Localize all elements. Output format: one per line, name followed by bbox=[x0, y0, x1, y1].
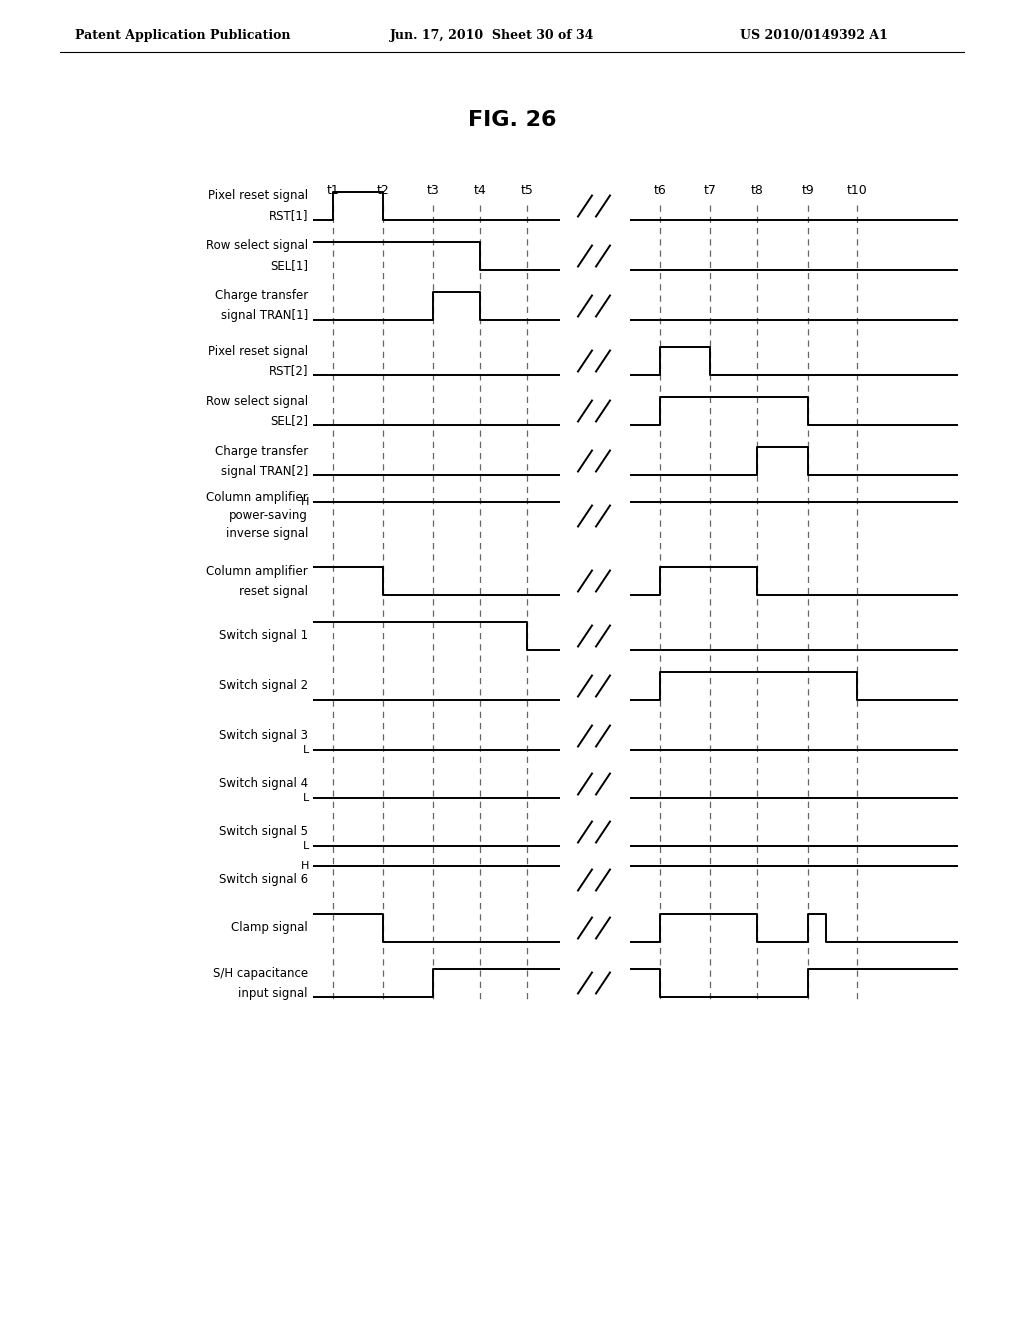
Text: signal TRAN[2]: signal TRAN[2] bbox=[221, 465, 308, 478]
Text: power-saving: power-saving bbox=[229, 510, 308, 523]
Text: Switch signal 4: Switch signal 4 bbox=[219, 777, 308, 791]
Text: t1: t1 bbox=[327, 183, 339, 197]
Text: RST[1]: RST[1] bbox=[268, 210, 308, 223]
Text: signal TRAN[1]: signal TRAN[1] bbox=[221, 309, 308, 322]
Text: L: L bbox=[303, 744, 309, 755]
Text: S/H capacitance: S/H capacitance bbox=[213, 966, 308, 979]
Text: L: L bbox=[303, 793, 309, 803]
Text: Row select signal: Row select signal bbox=[206, 239, 308, 252]
Text: Switch signal 5: Switch signal 5 bbox=[219, 825, 308, 838]
Text: H: H bbox=[301, 498, 309, 507]
Text: t5: t5 bbox=[520, 183, 534, 197]
Text: Pixel reset signal: Pixel reset signal bbox=[208, 190, 308, 202]
Text: H: H bbox=[301, 861, 309, 871]
Text: SEL[2]: SEL[2] bbox=[270, 414, 308, 428]
Text: L: L bbox=[303, 841, 309, 851]
Text: Patent Application Publication: Patent Application Publication bbox=[75, 29, 291, 41]
Text: reset signal: reset signal bbox=[239, 585, 308, 598]
Text: t4: t4 bbox=[474, 183, 486, 197]
Text: US 2010/0149392 A1: US 2010/0149392 A1 bbox=[740, 29, 888, 41]
Text: t6: t6 bbox=[653, 183, 667, 197]
Text: Charge transfer: Charge transfer bbox=[215, 289, 308, 302]
Text: t8: t8 bbox=[751, 183, 764, 197]
Text: Column amplifier: Column amplifier bbox=[206, 491, 308, 504]
Text: Row select signal: Row select signal bbox=[206, 395, 308, 408]
Text: Clamp signal: Clamp signal bbox=[231, 921, 308, 935]
Text: inverse signal: inverse signal bbox=[225, 528, 308, 540]
Text: Switch signal 1: Switch signal 1 bbox=[219, 630, 308, 643]
Text: t2: t2 bbox=[377, 183, 389, 197]
Text: Switch signal 6: Switch signal 6 bbox=[219, 874, 308, 887]
Text: Charge transfer: Charge transfer bbox=[215, 445, 308, 458]
Text: t9: t9 bbox=[802, 183, 814, 197]
Text: Column amplifier: Column amplifier bbox=[206, 565, 308, 578]
Text: Switch signal 2: Switch signal 2 bbox=[219, 680, 308, 693]
Text: SEL[1]: SEL[1] bbox=[270, 260, 308, 272]
Text: input signal: input signal bbox=[239, 986, 308, 999]
Text: FIG. 26: FIG. 26 bbox=[468, 110, 556, 129]
Text: Jun. 17, 2010  Sheet 30 of 34: Jun. 17, 2010 Sheet 30 of 34 bbox=[390, 29, 594, 41]
Text: t3: t3 bbox=[427, 183, 439, 197]
Text: Pixel reset signal: Pixel reset signal bbox=[208, 345, 308, 358]
Text: t10: t10 bbox=[847, 183, 867, 197]
Text: Switch signal 3: Switch signal 3 bbox=[219, 730, 308, 742]
Text: t7: t7 bbox=[703, 183, 717, 197]
Text: RST[2]: RST[2] bbox=[268, 364, 308, 378]
